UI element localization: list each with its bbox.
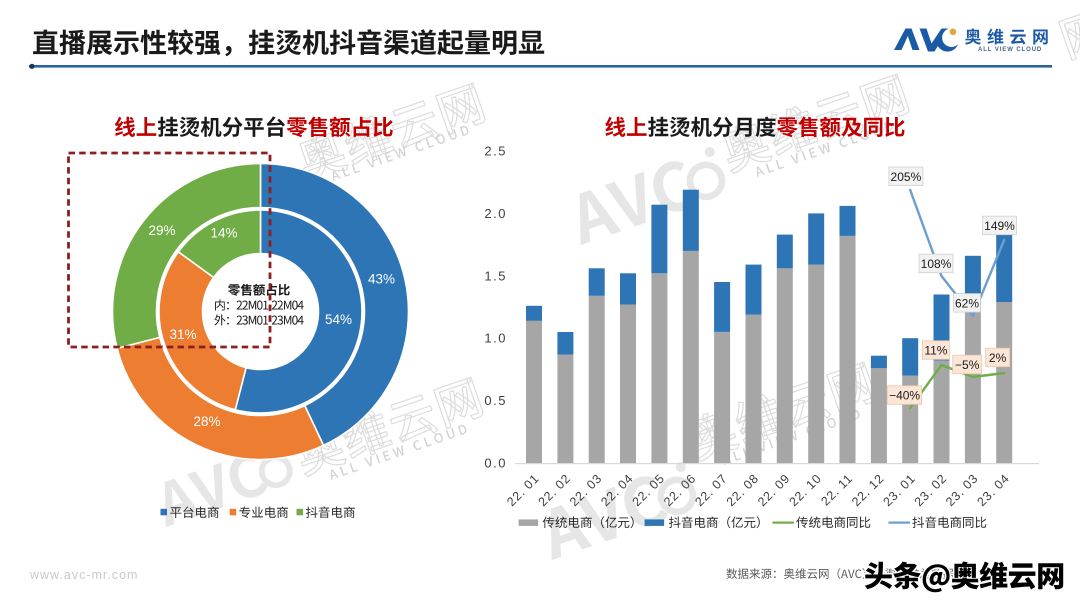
svg-text:31%: 31% [169,327,196,342]
svg-text:0.0: 0.0 [484,456,507,471]
svg-text:28%: 28% [193,414,220,429]
svg-text:2.5: 2.5 [484,144,507,159]
svg-text:43%: 43% [368,272,395,287]
svg-text:54%: 54% [325,312,352,327]
svg-text:ALL VIEW CLOUD: ALL VIEW CLOUD [978,47,1042,53]
svg-text:1.0: 1.0 [484,331,507,346]
svg-text:−5%: −5% [955,358,980,372]
svg-text:11%: 11% [924,344,947,358]
svg-text:108%: 108% [921,257,952,271]
svg-text:0.5: 0.5 [484,393,507,408]
svg-text:149%: 149% [984,219,1015,233]
svg-text:29%: 29% [148,223,175,238]
svg-text:−40%: −40% [889,389,920,403]
svg-text:2.0: 2.0 [484,206,507,221]
svg-text:62%: 62% [955,296,979,310]
svg-text:1.5: 1.5 [484,268,507,283]
svg-text:205%: 205% [891,170,922,184]
svg-text:14%: 14% [210,226,237,241]
svg-text:2%: 2% [989,351,1007,365]
svg-text:www.avc-mr.com: www.avc-mr.com [29,568,138,582]
